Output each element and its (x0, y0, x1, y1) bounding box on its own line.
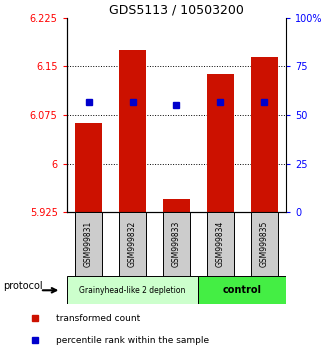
Text: transformed count: transformed count (56, 314, 140, 323)
Bar (163, 212, 190, 276)
Bar (207, 212, 234, 276)
Text: GSM999833: GSM999833 (172, 221, 181, 268)
Bar (119, 212, 146, 276)
Text: control: control (223, 285, 262, 295)
Bar (75, 123, 102, 212)
Bar (251, 57, 278, 212)
Text: GSM999835: GSM999835 (260, 221, 269, 268)
Text: GSM999834: GSM999834 (216, 221, 225, 268)
Bar (198, 276, 286, 304)
Bar (67, 276, 198, 304)
Bar (119, 50, 146, 212)
Text: percentile rank within the sample: percentile rank within the sample (56, 336, 209, 345)
Bar (207, 74, 234, 212)
Bar (163, 199, 190, 212)
Text: GSM999832: GSM999832 (128, 221, 137, 267)
Bar (251, 212, 278, 276)
Title: GDS5113 / 10503200: GDS5113 / 10503200 (109, 4, 244, 17)
Text: protocol: protocol (3, 281, 43, 291)
Text: GSM999831: GSM999831 (84, 221, 93, 267)
Bar (75, 212, 102, 276)
Text: Grainyhead-like 2 depletion: Grainyhead-like 2 depletion (79, 286, 186, 295)
